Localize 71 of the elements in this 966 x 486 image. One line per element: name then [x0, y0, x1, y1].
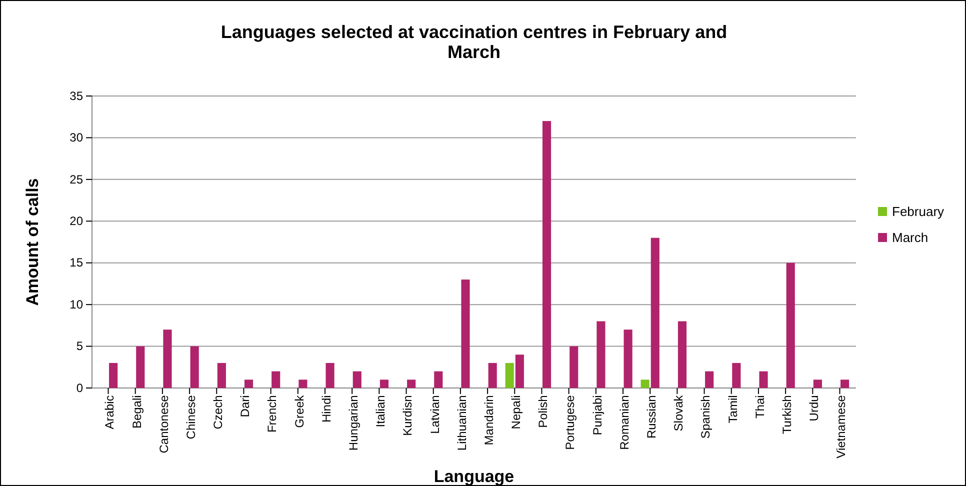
x-tick-label: Cantonese [156, 394, 171, 454]
x-tick-label: Portugese [563, 394, 578, 450]
y-tick-label: 10 [70, 297, 84, 312]
x-tick-label: Turkish [780, 395, 794, 434]
bar [840, 380, 850, 388]
x-tick-label: Mandarin [482, 395, 496, 446]
x-axis-title: Language [434, 467, 514, 486]
x-tick-label: Tamil [726, 395, 740, 424]
x-tick-label: Begali [130, 395, 144, 429]
x-tick-label: Hindi [319, 395, 334, 423]
bar [624, 330, 632, 388]
bar [759, 371, 768, 388]
x-tick-label: Kurdisn [400, 395, 415, 436]
x-tick-label: Nepali [509, 395, 524, 430]
x-tick-label: Slovak [672, 394, 686, 432]
y-tick-label: 20 [70, 214, 84, 228]
x-tick-label: Arabic [102, 395, 117, 430]
x-tick-label: Italian [374, 395, 388, 428]
legend-label: February [892, 204, 945, 219]
x-tick-label: Punjabi [590, 395, 604, 436]
bar [461, 280, 470, 388]
bar [705, 371, 714, 388]
bar [163, 330, 172, 388]
bar [109, 362, 118, 388]
bar [272, 371, 280, 388]
bar [678, 321, 687, 388]
bar [505, 362, 514, 388]
y-tick-label: 15 [70, 256, 84, 270]
x-tick-label: Latvian [428, 395, 442, 434]
y-tick-label: 30 [70, 130, 84, 145]
x-tick-label: Vietnamese [834, 394, 848, 458]
bar [732, 362, 741, 388]
x-tick-label: Dari [238, 395, 252, 418]
x-tick-label: Chinese [184, 394, 198, 440]
bar [640, 380, 650, 388]
bar [650, 238, 660, 388]
bar [136, 346, 145, 388]
x-tick-label: Greek [292, 394, 306, 428]
bar [244, 380, 254, 388]
x-tick-label: Spanish [698, 395, 713, 439]
y-tick-label: 35 [70, 88, 84, 103]
x-tick-label: French [265, 395, 280, 433]
bar [298, 380, 308, 388]
bar [217, 362, 226, 388]
bar [407, 380, 416, 388]
bar [380, 380, 388, 388]
bar [813, 380, 822, 388]
x-tick-label: Urdu [807, 395, 822, 422]
x-tick-label: Czech [211, 395, 226, 430]
x-tick-label: Romanian [617, 395, 632, 450]
x-tick-label: Hungarian [346, 395, 360, 451]
bar [190, 346, 199, 388]
bar [596, 321, 606, 388]
y-tick-label: 0 [76, 380, 84, 395]
chart-title: Languages selected at vaccination centres in February and March [220, 22, 728, 62]
x-tick-label: Polish [536, 395, 550, 428]
y-axis-title: Amount of calls [23, 178, 42, 306]
bar [786, 262, 795, 388]
bar [434, 371, 443, 388]
x-tick-label: Thai [752, 395, 767, 419]
legend-label: March [892, 230, 928, 245]
bar [488, 362, 497, 388]
x-tick-label: Lithuanian [454, 395, 469, 451]
y-tick-label: 5 [76, 339, 84, 354]
x-tick-label: Russian [644, 395, 658, 439]
bar [326, 362, 334, 388]
bar [570, 346, 578, 388]
bar [515, 354, 524, 388]
bar [542, 121, 552, 388]
y-tick-label: 25 [70, 172, 84, 186]
bar [352, 371, 362, 388]
